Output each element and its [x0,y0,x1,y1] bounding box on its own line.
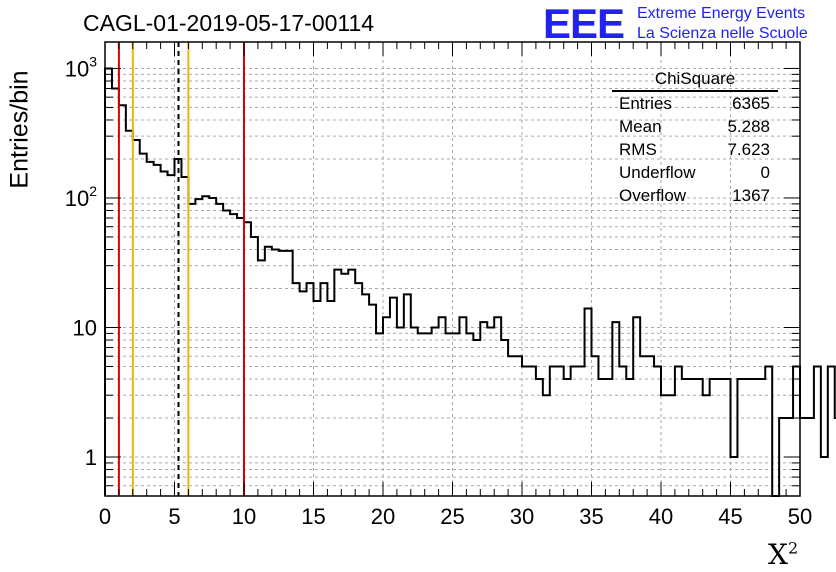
stats-title: ChiSquare [612,68,778,92]
eee-logo: EEE Extreme Energy Events La Scienza nel… [543,0,833,47]
x-tick-label: 0 [99,504,111,529]
y-tick-label-base: 10 [73,315,97,340]
reference-lines [117,42,245,496]
x-tick-label: 35 [579,504,603,529]
logo-subtitle-2: La Scienza nelle Scuole [637,25,808,42]
y-tick-label: 1 [85,445,97,470]
histogram-line [104,67,836,497]
y-tick-label: 102 [65,183,97,211]
stats-row-value: 6365 [732,94,770,113]
stats-row-label: Entries [619,94,672,113]
y-tick-label-exponent: 2 [89,183,97,199]
stats-row-value: 7.623 [727,140,770,159]
x-tick-label: 5 [168,504,180,529]
stats-row-value: 5.288 [727,117,770,136]
stats-rows: Entries 6365 Mean 5.288 RMS 7.623 Underflow 0 Ov… [612,92,778,207]
y-tick-label-base: 1 [85,445,97,470]
stats-row: Mean 5.288 [612,115,778,138]
x-tick-label: 45 [718,504,742,529]
logo-subtitle-1: Extreme Energy Events [637,5,806,22]
stats-row: Entries 6365 [612,92,778,115]
histogram-series [104,67,836,497]
x-tick-label: 20 [371,504,395,529]
stats-row-label: Underflow [619,163,696,182]
stats-box: ChiSquare Entries 6365 Mean 5.288 RMS 7.623 Un… [612,68,778,207]
y-tick-label-exponent: 3 [89,53,97,69]
y-axis-label: Entries/bin [5,70,34,189]
y-tick-label-base: 10 [65,56,89,81]
chart-title: CAGL-01-2019-05-17-00114 [83,10,375,36]
x-tick-label: 25 [440,504,464,529]
x-axis-label-superscript: 2 [787,538,799,558]
x-axis-label: X2 [768,538,798,571]
y-tick-label: 10 [73,315,97,340]
x-tick-label: 30 [510,504,534,529]
stats-row-label: Mean [619,117,662,136]
x-tick-label: 15 [301,504,325,529]
x-axis-label-text: X [768,538,788,571]
y-tick-label-base: 10 [65,186,89,211]
stats-row: Underflow 0 [612,161,778,184]
stats-row-label: RMS [619,140,657,159]
stats-row: Overflow 1367 [612,184,778,207]
stats-row-value: 1367 [732,186,770,205]
x-tick-label: 50 [788,504,812,529]
x-axis-ticks: 0 5 10 15 20 25 30 35 40 45 50 [99,42,812,529]
stats-row: RMS 7.623 [612,138,778,161]
stats-row-label: Overflow [619,186,687,205]
stats-row-value: 0 [760,163,770,182]
logo-mark: EEE [543,0,625,47]
x-tick-label: 10 [232,504,256,529]
x-tick-label: 40 [649,504,673,529]
y-tick-label: 103 [65,53,97,81]
